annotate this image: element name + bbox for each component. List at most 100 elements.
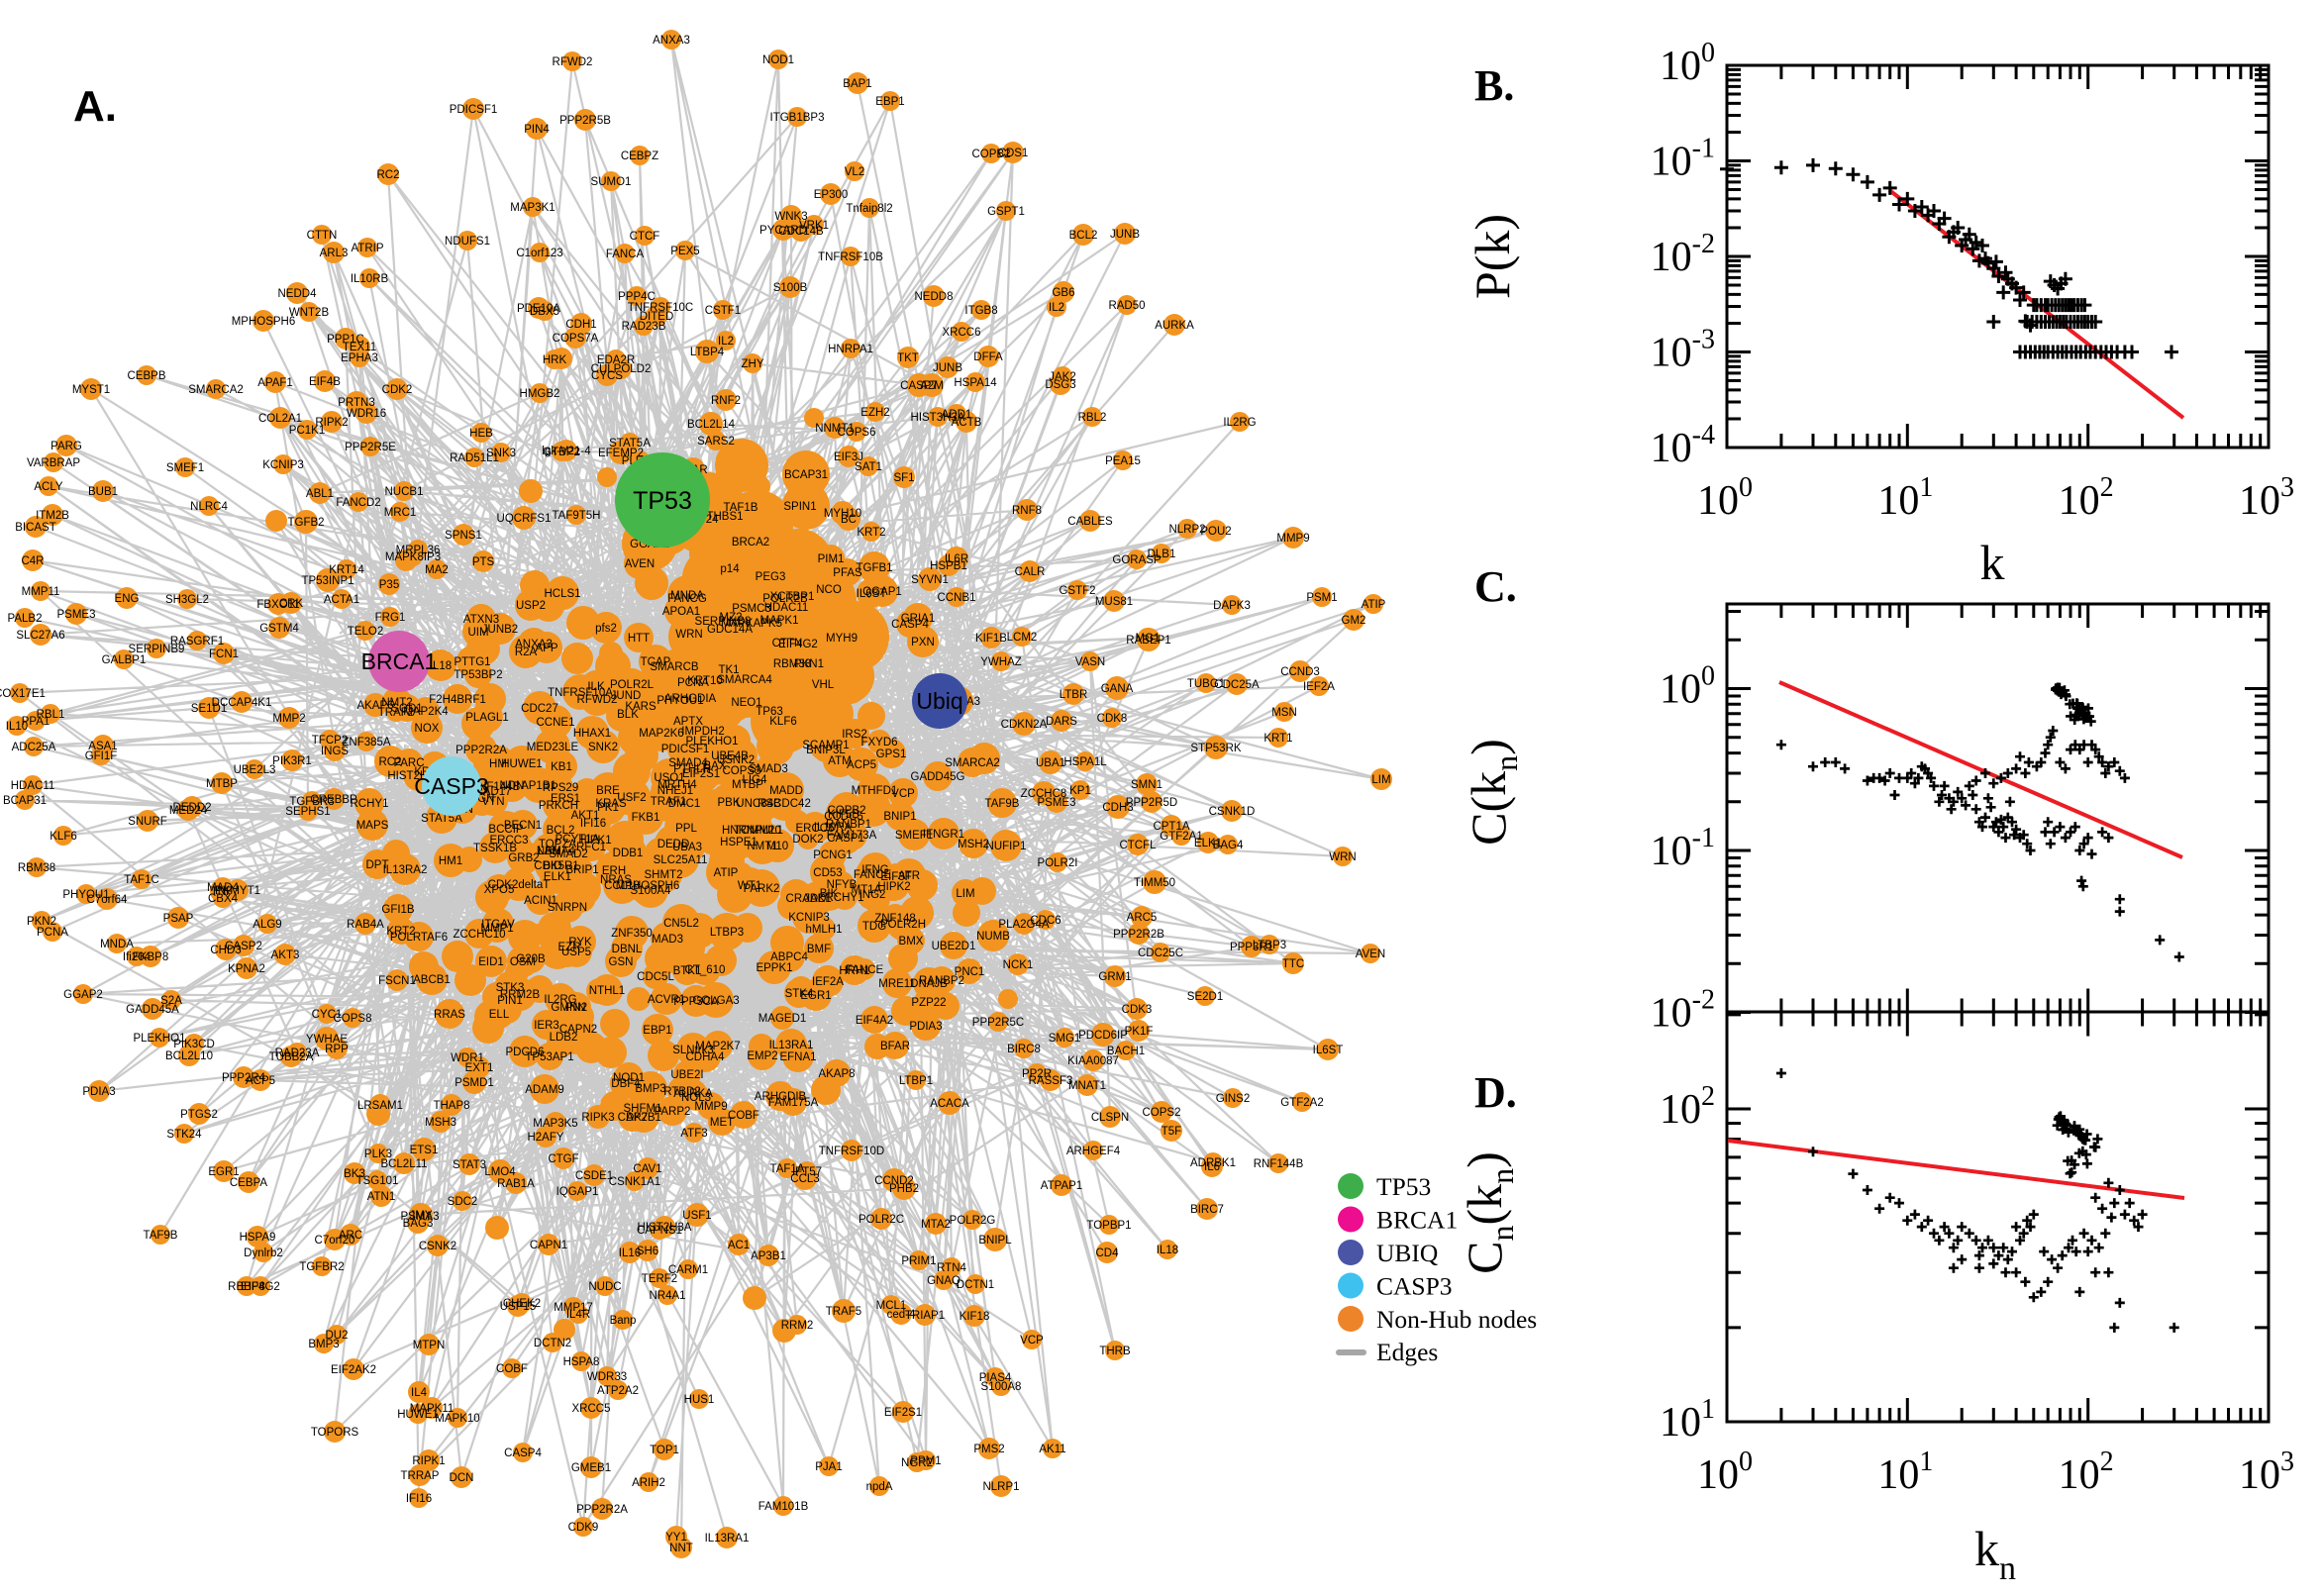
svg-text:BRCA2: BRCA2 <box>732 537 769 549</box>
svg-text:IRS2: IRS2 <box>842 729 867 741</box>
svg-text:BMP3: BMP3 <box>308 1339 339 1350</box>
svg-text:CTGF: CTGF <box>548 1153 578 1165</box>
svg-text:MET: MET <box>710 1117 734 1129</box>
svg-text:UBA1: UBA1 <box>1036 757 1065 769</box>
svg-text:WDR33: WDR33 <box>587 1371 627 1383</box>
svg-text:CDC6: CDC6 <box>1030 915 1060 927</box>
svg-text:MAPS: MAPS <box>356 820 389 832</box>
svg-text:BCL2: BCL2 <box>547 825 575 837</box>
svg-text:TOPORS: TOPORS <box>311 1427 359 1439</box>
svg-text:RBM38: RBM38 <box>18 862 55 874</box>
svg-text:IL2RG: IL2RG <box>1223 417 1256 429</box>
svg-text:PPA1: PPA1 <box>22 716 50 728</box>
svg-text:IL18: IL18 <box>430 660 452 672</box>
svg-text:CCDC5: CCDC5 <box>824 811 863 823</box>
svg-text:CDKN2A: CDKN2A <box>1001 719 1048 731</box>
svg-text:NUMB: NUMB <box>976 931 1010 943</box>
svg-text:C(kn): C(kn) <box>1461 739 1524 846</box>
svg-text:SERPINB9: SERPINB9 <box>129 644 185 655</box>
svg-text:NNT: NNT <box>669 1543 693 1554</box>
svg-text:CRK: CRK <box>279 598 304 610</box>
svg-text:STK24: STK24 <box>166 1129 202 1141</box>
svg-text:PDCD6: PDCD6 <box>506 1047 545 1058</box>
svg-text:NCK1: NCK1 <box>1003 959 1034 971</box>
svg-text:NOX: NOX <box>415 723 440 735</box>
svg-text:RAD51L1: RAD51L1 <box>450 452 499 464</box>
svg-text:ADD1: ADD1 <box>942 409 972 421</box>
svg-text:PSME3: PSME3 <box>1038 797 1076 809</box>
svg-text:FSCN1: FSCN1 <box>378 975 416 987</box>
svg-text:LTBP1: LTBP1 <box>899 1075 933 1087</box>
svg-text:RAD50: RAD50 <box>1108 300 1145 312</box>
svg-text:COPS6: COPS6 <box>838 427 876 439</box>
svg-text:XRCC6: XRCC6 <box>943 327 981 339</box>
svg-text:HSPA14: HSPA14 <box>954 377 997 389</box>
svg-text:EIF4G2: EIF4G2 <box>778 639 818 650</box>
svg-text:lgk-V21-4: lgk-V21-4 <box>542 446 591 457</box>
svg-text:QGAP1: QGAP1 <box>862 586 902 598</box>
svg-text:ASA1: ASA1 <box>88 741 117 752</box>
svg-text:HCLS1: HCLS1 <box>544 588 580 600</box>
svg-text:IFI16: IFI16 <box>580 818 606 830</box>
svg-text:GM2: GM2 <box>1342 615 1366 627</box>
svg-text:CDC5L: CDC5L <box>637 971 674 983</box>
svg-text:BNIP3L: BNIP3L <box>806 745 846 756</box>
svg-text:BMX: BMX <box>899 936 924 948</box>
svg-text:SUMO1: SUMO1 <box>591 176 632 188</box>
svg-text:RTBD2: RTBD2 <box>663 1086 701 1098</box>
svg-text:ITGAV: ITGAV <box>481 919 515 931</box>
svg-text:USO1: USO1 <box>654 772 684 784</box>
svg-text:TGFB2: TGFB2 <box>287 517 324 529</box>
svg-text:S100A8: S100A8 <box>981 1381 1022 1393</box>
svg-text:KCNIP3: KCNIP3 <box>788 912 830 924</box>
svg-text:EFNA1: EFNA1 <box>779 1051 816 1063</box>
svg-text:SEPHS1: SEPHS1 <box>285 806 330 818</box>
svg-text:CDC27: CDC27 <box>521 703 558 715</box>
svg-text:IL2: IL2 <box>1049 302 1064 314</box>
svg-text:MSH3: MSH3 <box>425 1117 456 1129</box>
svg-text:BAX: BAX <box>703 760 726 772</box>
svg-text:TDG: TDG <box>862 921 886 933</box>
svg-text:ABCB1: ABCB1 <box>413 974 451 986</box>
svg-text:MUS81: MUS81 <box>1095 596 1133 608</box>
svg-text:POLR2B: POLR2B <box>762 593 808 605</box>
svg-text:VTN: VTN <box>482 796 505 808</box>
svg-text:PLAGL1: PLAGL1 <box>465 712 508 724</box>
svg-text:PFAS: PFAS <box>833 567 862 579</box>
svg-text:CSNK1A1: CSNK1A1 <box>609 1176 660 1188</box>
svg-text:CAPNS1: CAPNS1 <box>637 1225 682 1237</box>
svg-text:AP3B1: AP3B1 <box>751 1250 786 1262</box>
svg-text:Dynlrb2: Dynlrb2 <box>244 1247 283 1259</box>
svg-text:ARL3: ARL3 <box>320 248 349 259</box>
svg-text:BCL2L14: BCL2L14 <box>687 419 736 431</box>
svg-text:PSM1: PSM1 <box>1306 592 1337 604</box>
svg-text:ZNF385A: ZNF385A <box>342 737 391 748</box>
svg-text:HTT: HTT <box>628 633 650 645</box>
svg-text:PPP4C: PPP4C <box>618 291 656 303</box>
svg-text:ZCCHC8: ZCCHC8 <box>1021 788 1067 800</box>
svg-text:ATIP: ATIP <box>1362 599 1386 611</box>
svg-text:UBE2L3: UBE2L3 <box>234 764 276 776</box>
svg-text:LDB2: LDB2 <box>550 1032 578 1044</box>
svg-text:FKB1: FKB1 <box>632 812 660 824</box>
svg-text:AURKA: AURKA <box>673 1088 713 1100</box>
svg-text:MADD: MADD <box>769 785 803 797</box>
svg-text:TRAF2: TRAF2 <box>378 707 414 719</box>
svg-text:TOPBP1: TOPBP1 <box>1086 1220 1131 1232</box>
svg-text:GRIA1: GRIA1 <box>901 613 936 625</box>
svg-text:RTN4: RTN4 <box>937 1262 966 1274</box>
svg-text:PPP2R5D: PPP2R5D <box>1126 797 1177 809</box>
svg-text:SNRPN: SNRPN <box>548 902 587 914</box>
svg-text:KB1: KB1 <box>551 761 572 773</box>
svg-text:BACH1: BACH1 <box>1107 1046 1145 1057</box>
svg-text:PEA15: PEA15 <box>1105 455 1141 467</box>
svg-text:MNDA: MNDA <box>670 590 704 602</box>
svg-text:EZR: EZR <box>558 942 581 953</box>
svg-text:FANCG: FANCG <box>667 593 707 605</box>
svg-text:ACP5: ACP5 <box>847 759 876 771</box>
svg-text:MAGED1: MAGED1 <box>758 1013 807 1025</box>
svg-text:PARC: PARC <box>393 757 424 769</box>
svg-text:SNURF: SNURF <box>128 816 167 828</box>
svg-text:MMP1: MMP1 <box>480 923 513 935</box>
svg-text:CSTF1: CSTF1 <box>705 305 741 317</box>
